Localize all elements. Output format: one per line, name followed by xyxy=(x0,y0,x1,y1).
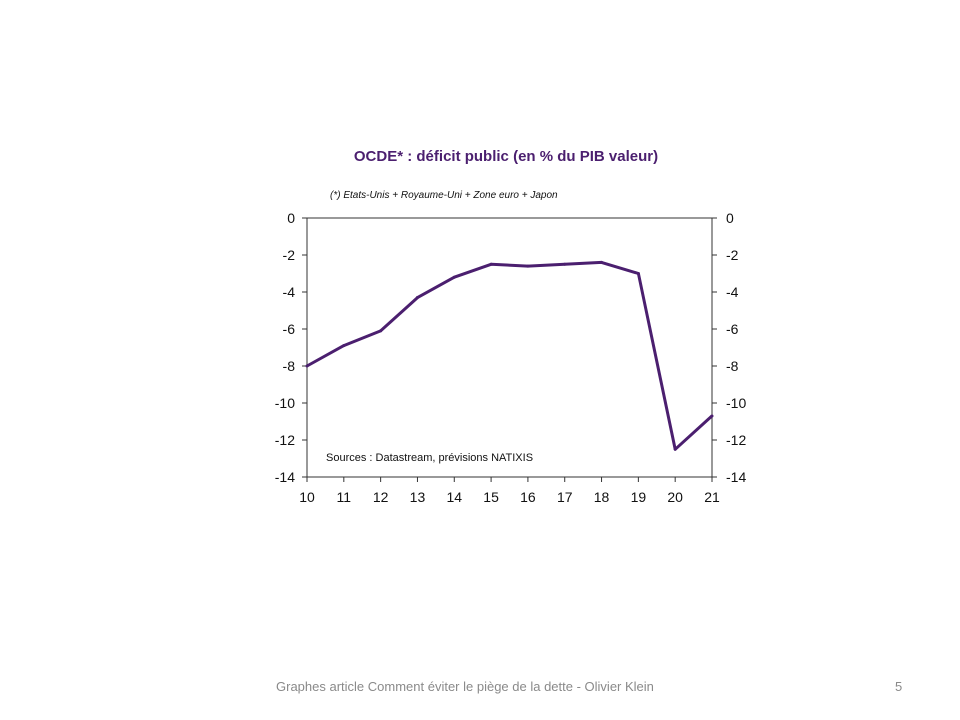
chart-source: Sources : Datastream, prévisions NATIXIS xyxy=(326,452,534,464)
data-point xyxy=(673,447,677,451)
y-tick-label-left: 0 xyxy=(287,210,295,226)
x-tick-label: 21 xyxy=(704,489,720,505)
x-tick-label: 13 xyxy=(410,489,426,505)
y-tick-label-left: -2 xyxy=(283,247,296,263)
x-tick-label: 19 xyxy=(631,489,647,505)
x-tick-label: 18 xyxy=(594,489,610,505)
data-point xyxy=(342,344,346,348)
y-tick-label-left: -14 xyxy=(275,469,295,485)
y-tick-label-right: -2 xyxy=(726,247,739,263)
data-point xyxy=(563,262,567,266)
data-point xyxy=(636,272,640,275)
x-tick-label: 16 xyxy=(520,489,536,505)
y-tick-label-left: -10 xyxy=(275,395,295,411)
data-point xyxy=(415,296,419,300)
y-tick-label-right: -8 xyxy=(726,358,739,374)
data-point xyxy=(305,364,309,368)
footer-text: Graphes article Comment éviter le piège … xyxy=(276,679,654,694)
data-point xyxy=(452,275,456,279)
data-point xyxy=(379,329,383,333)
y-axis-left: 0 -2 -4 -6 -8 -10 -12 -14 xyxy=(275,210,307,485)
y-tick-label-right: -4 xyxy=(726,284,739,300)
y-tick-label-left: -8 xyxy=(283,358,296,374)
y-axis-right: 0 -2 -4 -6 -8 -10 -12 -14 xyxy=(712,210,746,485)
page-number: 5 xyxy=(895,679,903,694)
data-point xyxy=(526,264,530,268)
y-tick-label-right: -10 xyxy=(726,395,746,411)
plot-frame xyxy=(306,217,713,478)
series-group xyxy=(305,260,714,451)
y-tick-label-right: -14 xyxy=(726,469,746,485)
series-line xyxy=(306,260,714,451)
x-tick-label: 20 xyxy=(667,489,683,505)
y-tick-label-right: -12 xyxy=(726,432,746,448)
chart-title: OCDE* : déficit public (en % du PIB vale… xyxy=(353,148,659,165)
x-tick-label: 12 xyxy=(373,489,389,505)
chart-note: (*) Etats-Unis + Royaume-Uni + Zone euro… xyxy=(330,190,558,201)
y-tick-label-left: -12 xyxy=(275,432,295,448)
x-tick-label: 11 xyxy=(337,489,352,505)
data-point xyxy=(600,260,604,264)
y-tick-label-right: 0 xyxy=(726,210,734,226)
y-tick-label-left: -4 xyxy=(283,284,296,300)
x-axis: 10 11 12 13 14 15 16 17 18 19 20 21 xyxy=(299,477,720,505)
data-point xyxy=(489,262,493,266)
x-tick-label: 17 xyxy=(557,489,573,505)
x-tick-label: 10 xyxy=(299,489,315,505)
data-point xyxy=(710,414,714,418)
x-tick-label: 14 xyxy=(446,489,462,505)
y-tick-label-right: -6 xyxy=(726,321,739,337)
x-tick-label: 15 xyxy=(483,489,499,505)
y-tick-label-left: -6 xyxy=(283,321,296,337)
